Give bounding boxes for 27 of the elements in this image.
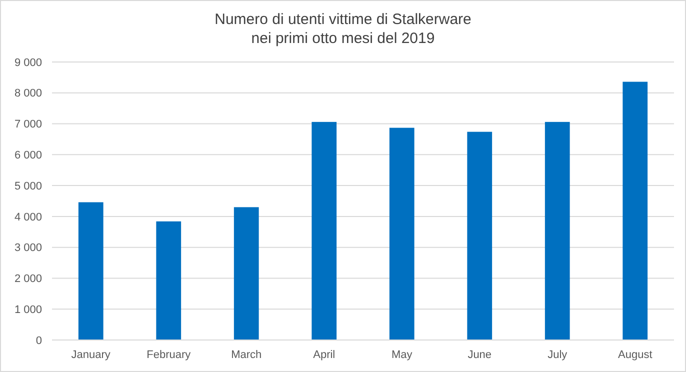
x-tick-label: May [391,349,413,361]
y-tick-label: 4 000 [14,211,42,224]
bar [544,122,570,340]
x-tick-label: February [146,349,192,361]
y-tick-label: 9 000 [14,56,42,69]
y-tick-label: 7 000 [14,118,42,131]
x-tick-label: August [618,349,652,361]
x-tick-label: July [548,349,568,361]
y-tick-label: 6 000 [14,150,42,162]
x-tick-label: January [71,349,111,361]
bar [467,132,492,340]
bar [156,221,182,340]
y-tick-label: 8 000 [14,88,42,100]
bar [312,122,337,340]
y-tick-label: 0 [36,334,42,347]
y-tick-label: 2 000 [14,273,42,286]
x-tick-label: March [231,349,262,361]
y-tick-label: 3 000 [14,242,42,254]
y-tick-label: 1 000 [14,304,42,316]
bar [622,82,648,340]
chart-title: Numero di utenti vittime di Stalkerware nei primi otto mesi del 2019 [214,11,472,47]
bar [389,128,414,340]
bar [78,202,104,340]
y-tick-label: 5 000 [14,180,42,192]
x-tick-label: June [468,349,492,361]
x-tick-label: April [313,349,336,361]
bar [234,207,259,340]
